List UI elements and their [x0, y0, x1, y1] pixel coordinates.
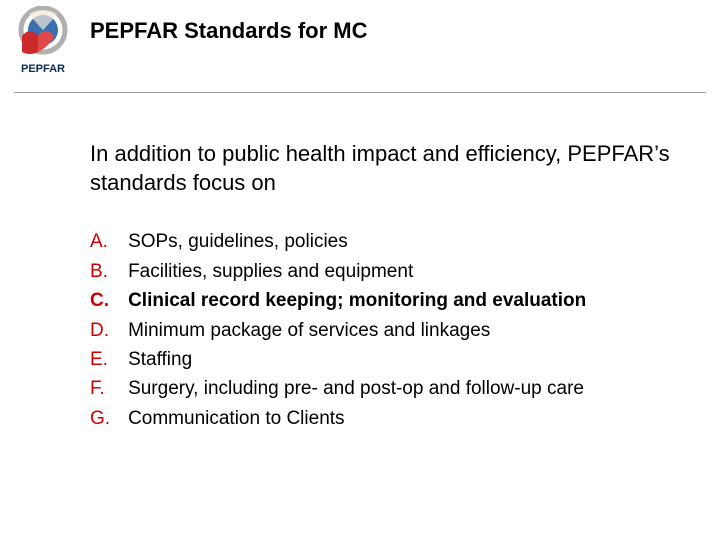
list-text: Staffing	[128, 345, 586, 374]
list-item: F. Surgery, including pre- and post-op a…	[90, 374, 586, 403]
list-text: Communication to Clients	[128, 404, 586, 433]
list-marker: A.	[90, 227, 128, 256]
list-marker: D.	[90, 316, 128, 345]
pepfar-logo: PEPFAR	[14, 6, 72, 76]
slide-body: In addition to public health impact and …	[90, 140, 680, 433]
svg-text:PEPFAR: PEPFAR	[21, 63, 65, 75]
list-marker: G.	[90, 404, 128, 433]
list-item: B. Facilities, supplies and equipment	[90, 257, 586, 286]
list-item: C. Clinical record keeping; monitoring a…	[90, 286, 586, 315]
list-text: Clinical record keeping; monitoring and …	[128, 286, 586, 315]
list-marker: F.	[90, 374, 128, 403]
list-item: A. SOPs, guidelines, policies	[90, 227, 586, 256]
list-text: Facilities, supplies and equipment	[128, 257, 586, 286]
list-marker: E.	[90, 345, 128, 374]
list-marker: B.	[90, 257, 128, 286]
list-text: SOPs, guidelines, policies	[128, 227, 586, 256]
header-divider	[14, 92, 706, 93]
list-item: D. Minimum package of services and linka…	[90, 316, 586, 345]
list-text: Surgery, including pre- and post-op and …	[128, 374, 586, 403]
slide: PEPFAR PEPFAR Standards for MC In additi…	[0, 0, 720, 540]
list-text: Minimum package of services and linkages	[128, 316, 586, 345]
list-item: E. Staffing	[90, 345, 586, 374]
list-item: G. Communication to Clients	[90, 404, 586, 433]
intro-text: In addition to public health impact and …	[90, 140, 680, 197]
slide-title: PEPFAR Standards for MC	[90, 18, 367, 44]
list-marker: C.	[90, 286, 128, 315]
standards-list: A. SOPs, guidelines, policies B. Facilit…	[90, 227, 586, 433]
slide-header: PEPFAR PEPFAR Standards for MC	[0, 0, 720, 94]
